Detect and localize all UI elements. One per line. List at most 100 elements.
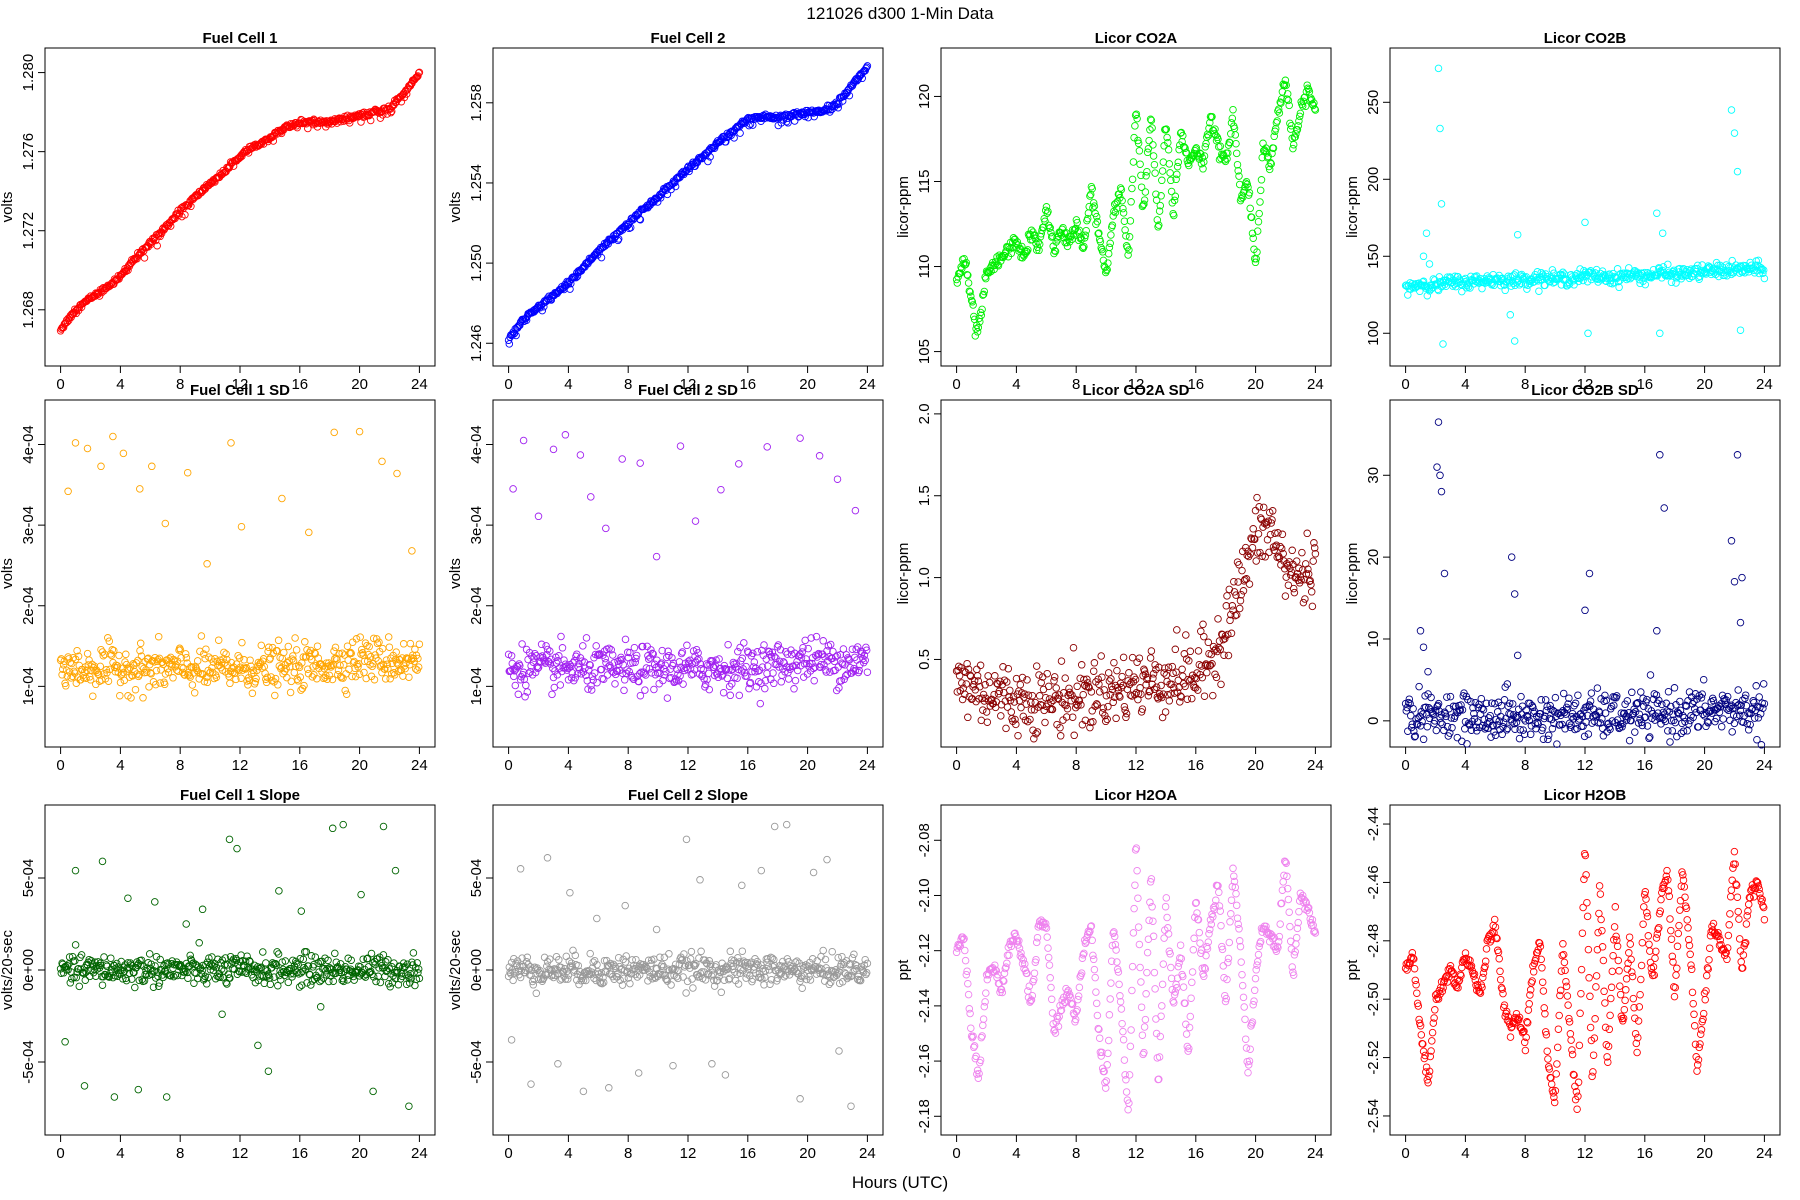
data-point	[1150, 160, 1159, 169]
data-point	[234, 651, 242, 660]
data-point	[1541, 696, 1550, 704]
data-point	[1599, 732, 1608, 740]
data-point	[1493, 708, 1502, 716]
data-point	[548, 690, 556, 699]
data-point	[1119, 653, 1128, 662]
data-point	[1047, 228, 1055, 237]
x-tick-label: 8	[176, 1145, 184, 1162]
x-tick-label: 4	[1012, 757, 1020, 774]
data-point	[1507, 553, 1516, 561]
data-point	[1016, 680, 1025, 689]
data-point	[697, 947, 705, 956]
data-point	[1185, 657, 1193, 665]
data-point	[1583, 277, 1592, 286]
data-point	[278, 494, 286, 503]
data-point	[1147, 116, 1156, 125]
data-point	[178, 663, 186, 672]
data-point	[80, 674, 88, 682]
data-point	[534, 512, 543, 521]
x-tick-label: 16	[739, 376, 756, 393]
data-point	[1759, 680, 1768, 688]
data-point	[1241, 179, 1250, 187]
data-point	[218, 1010, 226, 1018]
y-tick-label: 4e-04	[468, 425, 485, 463]
data-point	[1659, 263, 1668, 271]
data-point	[1727, 537, 1736, 545]
data-point	[1643, 695, 1651, 704]
y-tick-label: 1.250	[468, 244, 485, 282]
data-point	[1155, 221, 1163, 229]
data-point	[1548, 266, 1557, 274]
data-point	[181, 650, 190, 658]
data-point	[973, 665, 981, 674]
data-point	[660, 953, 669, 962]
data-point	[1137, 183, 1146, 191]
data-point	[1311, 106, 1320, 114]
y-tick-label: 1.0	[916, 567, 933, 588]
data-point	[1502, 277, 1510, 286]
data-point	[1140, 196, 1149, 204]
data-point	[614, 953, 623, 962]
data-point	[1131, 111, 1140, 119]
data-point	[406, 639, 415, 648]
data-point	[1147, 647, 1156, 655]
data-point	[1081, 231, 1090, 240]
data-point	[73, 646, 81, 655]
data-point	[1587, 689, 1596, 697]
data-point	[183, 468, 192, 477]
x-tick-label: 8	[176, 757, 184, 774]
data-point	[1069, 643, 1078, 652]
data-point	[214, 636, 223, 644]
data-point	[284, 642, 293, 651]
data-point	[1125, 233, 1134, 241]
data-point	[1437, 200, 1446, 208]
data-point	[1683, 265, 1691, 274]
data-point	[1660, 504, 1668, 512]
data-point	[254, 1041, 262, 1050]
data-point	[154, 655, 162, 664]
data-point	[181, 211, 189, 219]
data-point	[1286, 119, 1294, 128]
data-point	[1510, 590, 1519, 598]
panels: Fuel Cell 10 4 8 12 16 20 241.2681.2721.2761.2…	[0, 30, 1781, 1162]
data-point	[1011, 235, 1019, 244]
data-point	[1199, 620, 1207, 629]
x-tick-label: 4	[1461, 376, 1469, 393]
data-point	[305, 528, 313, 537]
data-point	[1141, 188, 1150, 196]
data-point	[1268, 149, 1276, 158]
data-point	[291, 634, 299, 642]
data-point	[264, 1067, 273, 1075]
data-point	[148, 462, 156, 471]
data-point	[1236, 596, 1245, 605]
data-point	[151, 680, 160, 689]
data-point	[367, 949, 376, 958]
data-point	[1293, 126, 1302, 134]
data-point	[1056, 732, 1065, 740]
data-point	[511, 681, 520, 690]
data-point	[976, 661, 985, 670]
x-tick-label: 12	[680, 376, 697, 393]
data-point	[953, 279, 962, 287]
data-point	[611, 680, 619, 688]
data-point	[1197, 150, 1205, 158]
figure-x-axis-label: Hours (UTC)	[852, 1173, 948, 1192]
data-point	[225, 835, 234, 844]
x-tick-label: 20	[1247, 757, 1264, 774]
y-tick-label: 250	[1365, 90, 1382, 115]
data-point	[1310, 105, 1319, 113]
data-point	[1752, 682, 1760, 690]
data-point	[1146, 126, 1154, 134]
data-point	[1666, 738, 1674, 746]
data-point	[1466, 284, 1474, 292]
x-tick-label: 12	[232, 376, 249, 393]
data-point	[1585, 569, 1594, 578]
data-point	[1008, 243, 1016, 252]
data-point	[1646, 671, 1655, 679]
data-point	[1252, 557, 1260, 565]
data-point	[409, 949, 418, 957]
x-tick-label: 24	[1307, 376, 1324, 393]
data-point	[153, 241, 161, 250]
